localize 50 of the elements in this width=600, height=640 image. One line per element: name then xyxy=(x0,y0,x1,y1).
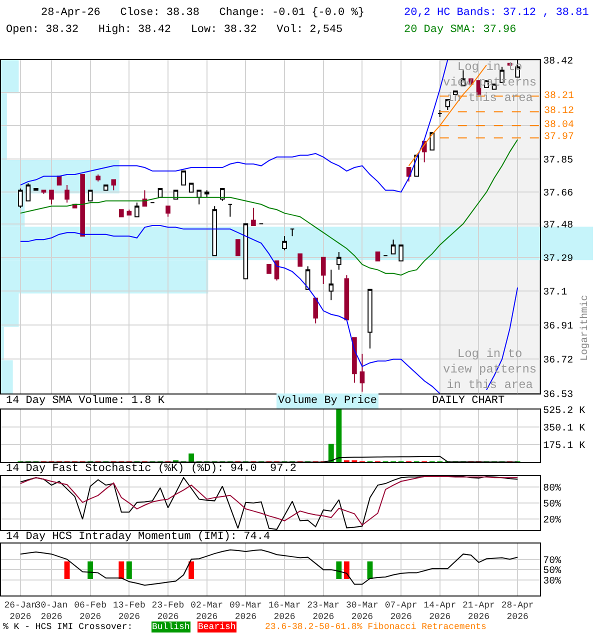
y-tick-label: 38.42 xyxy=(543,56,574,68)
chart-title: 14 Day HCS Intraday Momentum (IMI): 74.4 xyxy=(6,531,270,543)
chart-title: 28-Apr-26 Close: 38.38 Change: -0.01 {-0.0 %} xyxy=(41,7,364,19)
text: Bullish xyxy=(152,622,190,632)
x-tick-label: 30-Jan 2026 xyxy=(35,600,68,622)
x-tick-label: 26-Jan 2026 xyxy=(4,600,37,622)
x-tick-label: 13-Feb 2026 xyxy=(112,600,146,622)
x-tick-label: 23-Mar 2026 xyxy=(307,600,340,622)
text: Volume By Price xyxy=(278,395,378,407)
chart-subtitle: Open: 38.32 High: 38.42 Low: 38.32 Vol: 2,545 xyxy=(6,24,343,36)
y-tick-label: 350.1 K xyxy=(543,423,586,434)
x-tick-label: 07-Apr 2026 xyxy=(384,600,418,622)
chart-title: 14 Day Fast Stochastic (%K) (%D): 94.0 97.2 xyxy=(6,463,296,475)
text: Bearish xyxy=(198,622,236,632)
y-tick-label: 70% xyxy=(543,556,562,567)
y-tick-label: 36.91 xyxy=(543,322,574,333)
y-tick-label: 175.1 K xyxy=(543,441,586,452)
y-tick-label: 50% xyxy=(543,499,562,510)
x-tick-label: 21-Apr 2026 xyxy=(462,600,495,622)
text: 20 Day SMA: 37.96 xyxy=(404,24,516,36)
y-tick-label: 50% xyxy=(543,566,562,578)
y-tick-label: 37.48 xyxy=(543,220,574,232)
y-tick-label: 36.72 xyxy=(543,356,574,367)
y-tick-label: 525.2 K xyxy=(543,406,586,417)
y-tick-label: 37.29 xyxy=(543,254,574,265)
ref-line-label: 37.97 xyxy=(544,132,574,143)
x-tick-label: 06-Feb 2026 xyxy=(74,600,107,622)
y-tick-label: 37.66 xyxy=(543,188,574,200)
text: % K - HCS IMI Crossover: xyxy=(3,622,133,632)
x-tick-label: 09-Mar 2026 xyxy=(229,600,262,622)
text: 20,2 HC Bands: 37.12 , 38.81 xyxy=(404,7,590,19)
x-tick-label: 16-Mar 2026 xyxy=(268,600,301,622)
y-tick-label: 37.85 xyxy=(543,155,574,166)
y-tick-label: 30% xyxy=(543,576,562,588)
x-tick-label: 14-Apr 2026 xyxy=(424,600,456,622)
y-tick-label: 80% xyxy=(543,483,562,494)
y-axis-title: Logarithmic xyxy=(579,294,592,361)
ref-line-label: 38.12 xyxy=(544,106,574,117)
y-tick-label: 37.1 xyxy=(543,288,568,299)
y-tick-label: 20% xyxy=(543,516,562,527)
x-tick-label: 28-Apr 2026 xyxy=(501,600,534,622)
x-tick-label: 02-Mar 2026 xyxy=(190,600,224,622)
ref-line-label: 38.04 xyxy=(544,120,574,131)
ref-line-label: 38.21 xyxy=(544,91,574,102)
x-tick-label: 23-Feb 2026 xyxy=(152,600,184,622)
text: DAILY CHART xyxy=(432,395,506,407)
x-tick-label: 30-Mar 2026 xyxy=(346,600,378,622)
text: 23.6-38.2-50-61.8% Fibonacci Retracements xyxy=(265,622,486,632)
y-tick-label: 36.53 xyxy=(543,390,574,402)
chart-title: 14 Day SMA Volume: 1.8 K xyxy=(6,395,165,407)
